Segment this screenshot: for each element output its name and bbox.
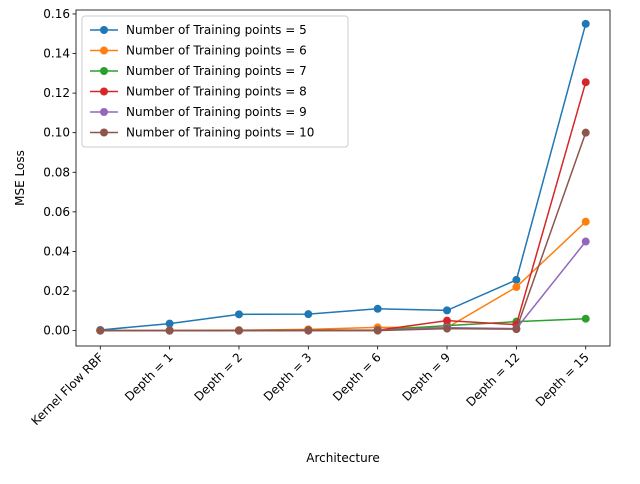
data-point: [443, 316, 452, 325]
series-6: [96, 128, 590, 335]
data-point: [373, 326, 382, 335]
y-tick-label: 0.06: [43, 205, 70, 219]
data-point: [165, 326, 174, 335]
y-tick-label: 0.14: [43, 47, 70, 61]
y-tick-label: 0.10: [43, 126, 70, 140]
legend-marker: [100, 67, 108, 75]
data-point: [581, 237, 590, 246]
series-line: [100, 132, 587, 332]
series-line: [100, 23, 587, 331]
legend-marker: [100, 46, 108, 55]
data-point: [165, 319, 174, 328]
x-axis-label: Architecture: [306, 451, 379, 465]
legend-label: Number of Training points = 5: [126, 23, 307, 37]
data-point: [581, 78, 590, 87]
y-tick-label: 0.12: [43, 86, 70, 100]
data-point: [581, 19, 590, 28]
data-point: [234, 326, 243, 335]
data-point: [96, 326, 105, 335]
y-tick-label: 0.08: [43, 165, 70, 179]
data-point: [581, 314, 590, 323]
data-point: [304, 310, 313, 319]
y-tick-label: 0.04: [43, 244, 70, 258]
legend-marker: [100, 128, 108, 137]
y-tick-label: 0.02: [43, 284, 70, 298]
legend-item: Number of Training points = 7: [90, 64, 307, 78]
legend-box: [81, 15, 349, 148]
data-point: [304, 326, 313, 335]
legend-marker: [100, 26, 108, 34]
data-point: [443, 324, 452, 333]
series-layer: [96, 19, 590, 335]
data-point: [443, 306, 452, 315]
legend-label: Number of Training points = 8: [126, 85, 307, 99]
legend-label: Number of Training points = 7: [126, 64, 307, 78]
legend-marker: [100, 108, 108, 116]
data-point: [373, 304, 382, 313]
y-axis-ticks: 0.00 0.02 0.04 0.06 0.08 0.10 0.12 0.14 0.16: [43, 7, 76, 338]
legend-item: Number of Training points = 10: [90, 126, 314, 140]
data-point: [581, 128, 590, 137]
y-tick-label: 0.00: [43, 324, 70, 338]
legend-item: Number of Training points = 5: [90, 23, 307, 37]
data-point: [512, 275, 521, 284]
legend-item: Number of Training points = 9: [90, 105, 307, 119]
legend-item: Number of Training points = 6: [90, 44, 307, 58]
legend: Number of Training points = 5 Number of T…: [81, 15, 349, 148]
y-tick-label: 0.16: [43, 7, 70, 21]
plot-frame: [75, 9, 611, 347]
legend-label: Number of Training points = 6: [126, 44, 307, 58]
y-axis-label: MSE Loss: [13, 150, 27, 206]
data-point: [512, 325, 521, 334]
legend-marker: [100, 87, 108, 96]
legend-item: Number of Training points = 8: [90, 85, 307, 99]
legend-label: Number of Training points = 10: [126, 126, 314, 140]
data-point: [512, 283, 521, 292]
data-point: [234, 310, 243, 319]
legend-label: Number of Training points = 9: [126, 105, 307, 119]
data-point: [581, 217, 590, 226]
